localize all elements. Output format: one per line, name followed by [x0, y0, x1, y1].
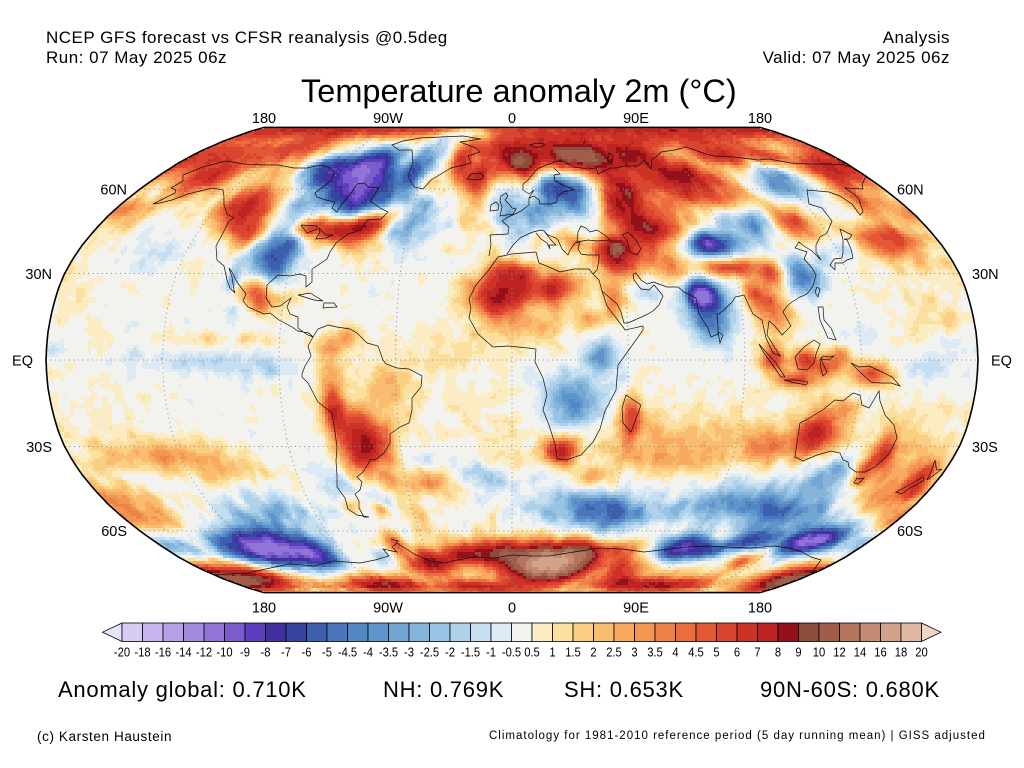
- svg-text:-3: -3: [404, 645, 414, 660]
- svg-text:-1.5: -1.5: [461, 645, 480, 660]
- svg-text:9: 9: [795, 645, 801, 660]
- svg-text:3: 3: [631, 645, 637, 660]
- svg-text:-16: -16: [155, 645, 171, 660]
- svg-text:8: 8: [775, 645, 781, 660]
- svg-text:-12: -12: [196, 645, 212, 660]
- svg-text:18: 18: [895, 645, 908, 660]
- svg-text:1.5: 1.5: [565, 645, 581, 660]
- svg-text:180: 180: [748, 601, 772, 617]
- svg-text:4: 4: [672, 645, 678, 660]
- svg-text:60S: 60S: [897, 524, 923, 540]
- svg-text:180: 180: [252, 111, 276, 127]
- svg-text:-3.5: -3.5: [379, 645, 398, 660]
- svg-text:20: 20: [915, 645, 928, 660]
- svg-text:30N: 30N: [972, 267, 999, 283]
- svg-text:5: 5: [713, 645, 719, 660]
- svg-text:30S: 30S: [972, 440, 998, 456]
- svg-text:6: 6: [734, 645, 740, 660]
- svg-text:-14: -14: [175, 645, 191, 660]
- svg-text:2.5: 2.5: [606, 645, 622, 660]
- svg-text:-5: -5: [322, 645, 332, 660]
- svg-text:-8: -8: [261, 645, 271, 660]
- svg-text:90E: 90E: [623, 111, 649, 127]
- svg-text:-10: -10: [216, 645, 232, 660]
- svg-text:90W: 90W: [373, 111, 403, 127]
- svg-text:60S: 60S: [101, 524, 127, 540]
- svg-text:EQ: EQ: [991, 353, 1012, 369]
- svg-text:16: 16: [874, 645, 887, 660]
- svg-text:0: 0: [508, 111, 516, 127]
- svg-text:-18: -18: [134, 645, 150, 660]
- svg-text:30S: 30S: [26, 440, 52, 456]
- svg-text:-6: -6: [302, 645, 312, 660]
- svg-text:-7: -7: [281, 645, 291, 660]
- svg-text:-4: -4: [363, 645, 373, 660]
- svg-text:60N: 60N: [100, 182, 127, 198]
- svg-text:1: 1: [549, 645, 555, 660]
- svg-text:90E: 90E: [623, 601, 649, 617]
- svg-text:-9: -9: [240, 645, 250, 660]
- svg-text:-1: -1: [486, 645, 496, 660]
- svg-text:180: 180: [252, 601, 276, 617]
- svg-text:180: 180: [748, 111, 772, 127]
- svg-text:-2.5: -2.5: [420, 645, 439, 660]
- svg-text:14: 14: [854, 645, 867, 660]
- svg-text:-2: -2: [445, 645, 455, 660]
- svg-text:2: 2: [590, 645, 596, 660]
- svg-text:30N: 30N: [25, 267, 52, 283]
- svg-text:7: 7: [754, 645, 760, 660]
- svg-text:60N: 60N: [897, 182, 924, 198]
- svg-text:12: 12: [833, 645, 846, 660]
- svg-text:90W: 90W: [373, 601, 403, 617]
- svg-text:EQ: EQ: [12, 353, 33, 369]
- svg-text:-20: -20: [114, 645, 130, 660]
- svg-text:4.5: 4.5: [688, 645, 704, 660]
- svg-text:3.5: 3.5: [647, 645, 663, 660]
- svg-text:10: 10: [813, 645, 826, 660]
- svg-text:-4.5: -4.5: [338, 645, 357, 660]
- svg-text:-0.5: -0.5: [502, 645, 521, 660]
- svg-text:0: 0: [508, 601, 516, 617]
- svg-text:0.5: 0.5: [524, 645, 540, 660]
